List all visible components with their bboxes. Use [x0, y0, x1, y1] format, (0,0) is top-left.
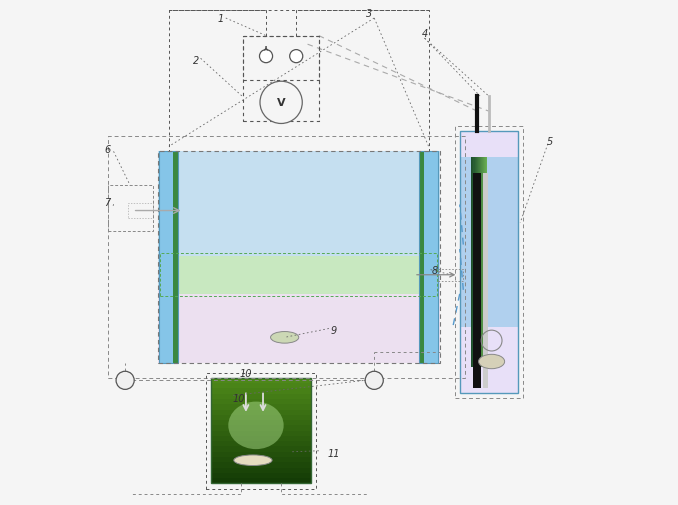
- Text: 8: 8: [431, 265, 438, 275]
- Text: 9: 9: [331, 325, 337, 335]
- Bar: [243, 36, 319, 122]
- Bar: [460, 132, 517, 393]
- Bar: [481, 158, 482, 367]
- Bar: [473, 174, 481, 388]
- Bar: [108, 137, 465, 378]
- Bar: [419, 152, 424, 363]
- Bar: [211, 463, 311, 468]
- Text: 2: 2: [193, 56, 199, 66]
- Bar: [460, 132, 517, 393]
- Bar: [158, 289, 439, 363]
- Bar: [211, 446, 311, 452]
- Text: 5: 5: [547, 137, 553, 147]
- Bar: [211, 399, 311, 405]
- Bar: [211, 431, 311, 436]
- Bar: [478, 158, 479, 367]
- Bar: [127, 204, 153, 219]
- Text: 7: 7: [104, 197, 111, 207]
- Bar: [480, 158, 481, 367]
- Bar: [158, 152, 439, 289]
- Bar: [158, 152, 439, 363]
- Bar: [475, 158, 477, 367]
- Bar: [211, 436, 311, 441]
- Bar: [438, 269, 463, 281]
- Text: 10: 10: [232, 393, 245, 403]
- Circle shape: [260, 82, 302, 124]
- Bar: [211, 378, 311, 483]
- Bar: [205, 373, 317, 488]
- Text: 6: 6: [104, 144, 111, 155]
- Bar: [484, 158, 485, 367]
- Bar: [108, 186, 153, 231]
- Bar: [163, 256, 435, 294]
- Bar: [211, 410, 311, 415]
- Circle shape: [116, 372, 134, 390]
- Text: 3: 3: [366, 9, 372, 19]
- Bar: [475, 158, 477, 367]
- Text: 10: 10: [239, 368, 252, 378]
- Bar: [460, 158, 517, 328]
- Bar: [211, 405, 311, 410]
- Bar: [211, 389, 311, 394]
- Bar: [243, 36, 319, 81]
- Bar: [211, 378, 311, 383]
- Bar: [483, 158, 484, 367]
- Bar: [173, 152, 178, 363]
- Bar: [211, 452, 311, 457]
- Bar: [211, 415, 311, 420]
- Bar: [482, 158, 483, 367]
- Bar: [211, 383, 311, 389]
- Ellipse shape: [234, 455, 272, 466]
- Bar: [211, 394, 311, 399]
- Ellipse shape: [271, 332, 299, 343]
- Bar: [211, 468, 311, 473]
- Circle shape: [290, 50, 303, 64]
- Bar: [211, 457, 311, 463]
- Bar: [159, 152, 178, 363]
- Bar: [419, 152, 438, 363]
- Bar: [473, 158, 475, 367]
- Bar: [486, 158, 487, 367]
- Bar: [211, 473, 311, 478]
- Text: 1: 1: [218, 14, 224, 24]
- Bar: [477, 158, 479, 367]
- Bar: [455, 127, 523, 398]
- Text: 11: 11: [327, 448, 340, 459]
- Bar: [161, 254, 437, 297]
- Bar: [159, 152, 178, 363]
- Circle shape: [365, 372, 383, 390]
- Bar: [211, 441, 311, 446]
- Bar: [479, 158, 481, 367]
- Bar: [471, 158, 473, 367]
- Bar: [483, 174, 487, 388]
- Ellipse shape: [228, 402, 283, 449]
- Text: 4: 4: [422, 29, 428, 39]
- Circle shape: [260, 50, 273, 64]
- Bar: [211, 420, 311, 426]
- Text: V: V: [277, 98, 285, 108]
- Bar: [211, 478, 311, 483]
- Ellipse shape: [479, 355, 504, 369]
- Bar: [485, 158, 486, 367]
- Bar: [211, 426, 311, 431]
- Bar: [419, 152, 438, 363]
- Bar: [473, 158, 475, 367]
